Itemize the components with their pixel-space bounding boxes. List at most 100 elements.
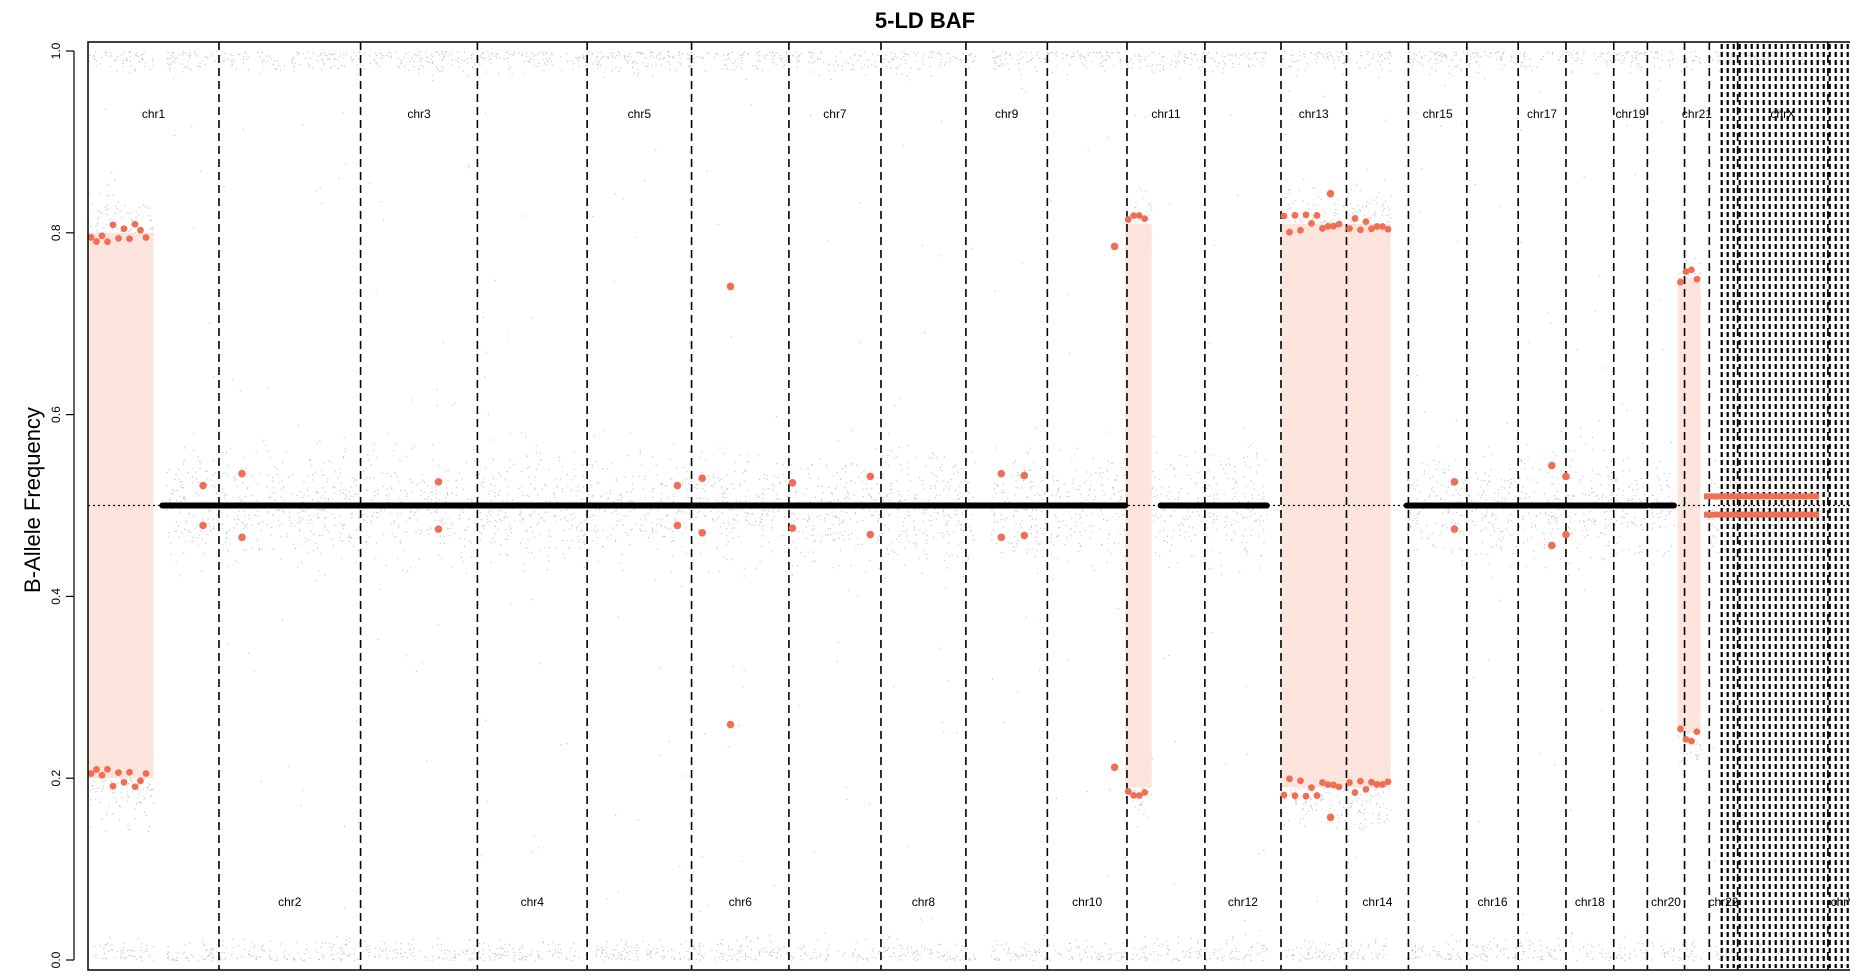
raw-band xyxy=(1126,51,1153,72)
outlier-point-28 xyxy=(1562,472,1570,481)
segment-point xyxy=(1384,225,1392,233)
segment-point xyxy=(1286,775,1293,783)
segment-point xyxy=(142,234,150,241)
outlier-point-6 xyxy=(673,481,682,490)
outlier-point-23 xyxy=(1326,189,1335,198)
raw-block-7 xyxy=(1346,51,1392,961)
outlier-point-24 xyxy=(1450,478,1459,486)
chrom-label-chr8: chr8 xyxy=(912,895,936,909)
chromosome-labels: chr1 chr2 chr3 chr4 chr5 chr6 chr7 chr8 chr9 chr1… xyxy=(142,107,1850,909)
raw-band xyxy=(1678,941,1702,961)
segment-point xyxy=(1297,226,1304,234)
segment-point xyxy=(1286,228,1293,236)
outlier-point-13 xyxy=(788,524,797,533)
chrom-label-chr21: chr21 xyxy=(1682,107,1712,121)
raw-band xyxy=(1283,940,1346,961)
raw-scatter xyxy=(520,58,974,960)
segment-point xyxy=(1368,778,1375,786)
segment-point xyxy=(1280,212,1288,220)
segment-point xyxy=(120,225,128,233)
imbalanced-segment-points-0 xyxy=(87,220,150,791)
segment-point xyxy=(109,782,117,790)
segment-point xyxy=(93,766,100,773)
raw-band xyxy=(88,51,154,74)
segment-point xyxy=(137,226,144,234)
segment-point xyxy=(1135,792,1143,799)
raw-band xyxy=(992,51,1122,76)
segment-point xyxy=(115,234,122,242)
chrom-label-chr17: chr17 xyxy=(1527,107,1557,121)
outlier-point-8 xyxy=(698,474,706,483)
segment-point xyxy=(1130,212,1138,219)
raw-band xyxy=(990,940,1126,962)
outlier-point-25 xyxy=(1450,525,1459,533)
raw-band xyxy=(1406,932,1649,962)
chart-title: 5-LD BAF xyxy=(875,8,975,33)
raw-band xyxy=(1680,51,1702,72)
segment-point xyxy=(1351,789,1359,796)
y-tick-label: 0.2 xyxy=(49,770,63,787)
chrom-label-chr5: chr5 xyxy=(628,107,652,121)
chrom-label-chr10: chr10 xyxy=(1072,895,1102,909)
segment-point xyxy=(1682,268,1690,276)
segment-point xyxy=(93,238,100,245)
imbalanced-segment-points-1 xyxy=(1124,212,1149,799)
segment-point xyxy=(1135,212,1143,219)
chrom-label-chr7: chr7 xyxy=(823,107,847,121)
raw-band xyxy=(518,932,976,962)
chromosome-boundaries xyxy=(218,42,1829,970)
segment-point xyxy=(1384,778,1392,786)
segment-point xyxy=(126,768,133,776)
raw-block-3 xyxy=(990,51,1126,962)
segment-point xyxy=(1302,792,1310,800)
outlier-point-21 xyxy=(1110,242,1119,251)
segment-point xyxy=(1379,781,1386,788)
raw-band xyxy=(1651,431,1675,565)
segment-point xyxy=(1141,215,1149,223)
raw-band xyxy=(1153,930,1268,962)
segment-point xyxy=(104,238,111,246)
segment-point xyxy=(1677,278,1684,286)
raw-block-10 xyxy=(1677,51,1702,961)
segment-point xyxy=(1677,725,1684,733)
segment-point xyxy=(1693,275,1701,283)
segment-point xyxy=(1141,788,1149,796)
raw-band xyxy=(1347,747,1392,836)
segment-point xyxy=(120,778,128,786)
outlier-point-22 xyxy=(1326,813,1335,822)
segment-point xyxy=(1330,781,1337,789)
segment-point xyxy=(1362,218,1370,226)
y-tick-label: 1.0 xyxy=(49,42,63,59)
segment-point xyxy=(98,232,106,240)
chrom-label-chr6: chr6 xyxy=(729,895,753,909)
chrom-label-chr11: chr11 xyxy=(1151,107,1180,121)
raw-band xyxy=(1125,936,1152,961)
raw-band xyxy=(1152,51,1267,79)
chrom-label-chr2: chr2 xyxy=(278,895,302,909)
chrom-label-chr13: chr13 xyxy=(1299,107,1329,121)
segment-point xyxy=(1346,779,1353,786)
chrom-label-chr4: chr4 xyxy=(521,895,545,909)
segment-point xyxy=(1688,266,1695,274)
outlier-point-11 xyxy=(726,720,735,729)
outlier-point-17 xyxy=(997,533,1006,542)
raw-scatter xyxy=(992,74,1126,946)
raw-band xyxy=(1707,51,1826,73)
segment-point xyxy=(1319,225,1326,232)
plot-frame xyxy=(87,41,1850,971)
segment-point xyxy=(115,769,122,777)
outlier-point-9 xyxy=(698,528,706,537)
raw-band xyxy=(1347,938,1387,961)
chrom-label-chr9: chr9 xyxy=(995,107,1019,121)
segment-point xyxy=(1379,223,1386,230)
segment-point xyxy=(1351,215,1359,222)
segment-point xyxy=(1297,777,1304,785)
y-tick-label: 0.0 xyxy=(49,951,63,968)
plot-area xyxy=(87,42,1850,970)
segment-point xyxy=(1130,792,1138,799)
segment-point xyxy=(1357,777,1364,785)
chrom-label-chr18: chr18 xyxy=(1575,895,1605,909)
chrom-label-chr20: chr20 xyxy=(1651,895,1681,909)
raw-band xyxy=(1347,51,1392,79)
